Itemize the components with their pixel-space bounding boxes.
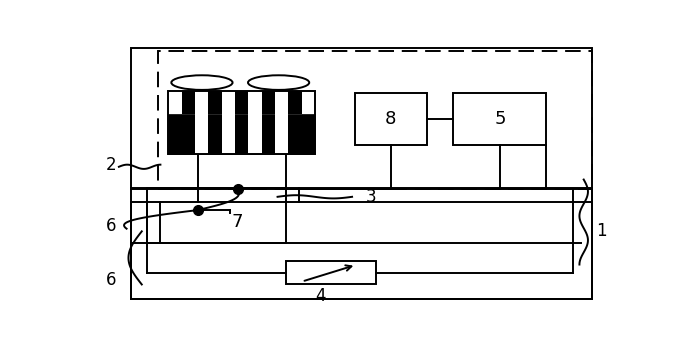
Text: 3: 3 bbox=[365, 188, 376, 206]
Bar bbox=[168, 90, 315, 154]
Text: 8: 8 bbox=[385, 110, 396, 128]
Bar bbox=[275, 115, 289, 154]
Bar bbox=[248, 115, 262, 154]
Bar bbox=[131, 48, 592, 299]
Bar bbox=[289, 90, 302, 115]
Bar bbox=[158, 51, 592, 189]
Text: 1: 1 bbox=[596, 222, 607, 240]
Text: 7: 7 bbox=[232, 213, 243, 231]
Bar bbox=[208, 90, 222, 115]
Bar bbox=[181, 90, 195, 115]
Bar bbox=[147, 188, 286, 243]
Text: 6: 6 bbox=[106, 272, 117, 289]
Bar bbox=[262, 90, 275, 115]
Bar bbox=[235, 90, 248, 115]
Text: 2: 2 bbox=[106, 156, 117, 174]
Bar bbox=[453, 93, 546, 145]
Text: 4: 4 bbox=[315, 287, 326, 305]
Bar bbox=[195, 115, 208, 154]
Bar bbox=[286, 260, 376, 285]
Text: 5: 5 bbox=[494, 110, 506, 128]
Bar bbox=[222, 115, 235, 154]
Bar bbox=[168, 115, 315, 154]
Bar bbox=[354, 93, 427, 145]
Text: 6: 6 bbox=[106, 217, 117, 235]
